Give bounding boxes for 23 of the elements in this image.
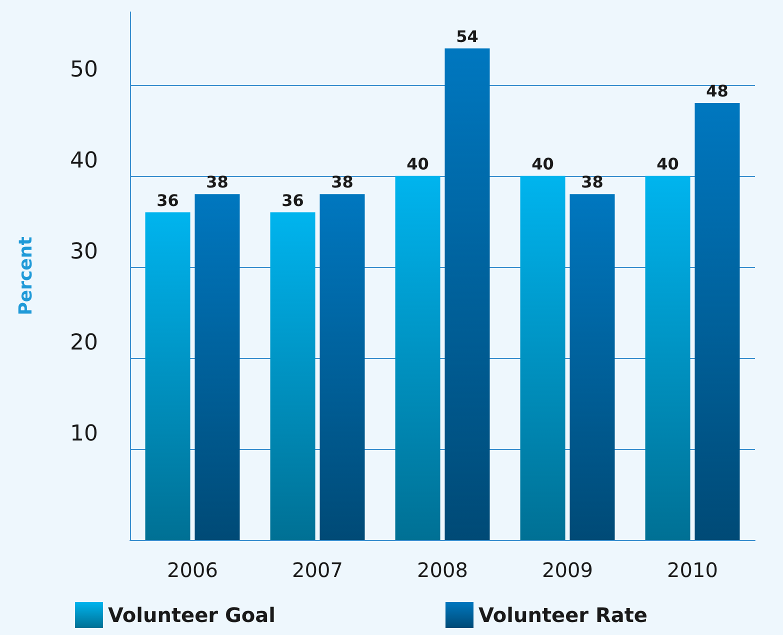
x-tick-label: 2009 — [542, 558, 593, 582]
y-tick-label: 50 — [70, 57, 98, 82]
y-tick-label: 10 — [70, 421, 98, 446]
x-tick-label: 2008 — [417, 558, 468, 582]
x-tick-label: 2010 — [667, 558, 718, 582]
data-label: 38 — [206, 172, 228, 192]
data-label: 38 — [581, 172, 604, 192]
y-tick-label: 20 — [70, 330, 98, 356]
data-label: 38 — [331, 172, 354, 192]
data-label: 48 — [706, 82, 728, 101]
x-tick-label: 2007 — [292, 558, 343, 582]
data-label: 54 — [456, 26, 478, 46]
data-label: 36 — [282, 190, 304, 210]
y-axis-title: Percent — [16, 236, 36, 316]
data-label: 36 — [156, 190, 179, 210]
data-label: 40 — [406, 154, 429, 174]
legend-label: Volunteer Rate — [478, 603, 648, 627]
data-label: 40 — [656, 154, 679, 174]
data-label: 40 — [532, 154, 554, 174]
x-tick-label: 2006 — [167, 558, 218, 582]
legend-label: Volunteer Goal — [108, 603, 276, 627]
y-tick-label: 40 — [70, 148, 98, 174]
y-tick-label: 30 — [70, 239, 98, 264]
